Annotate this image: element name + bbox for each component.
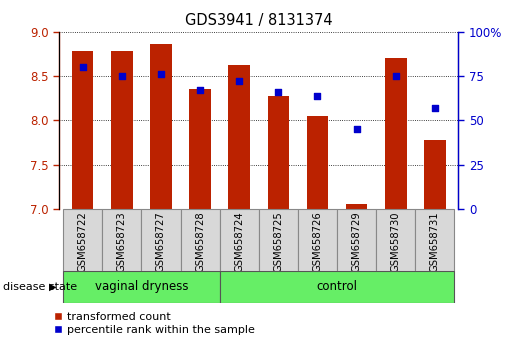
Text: GSM658724: GSM658724 bbox=[234, 211, 244, 272]
Text: GSM658726: GSM658726 bbox=[313, 211, 322, 272]
Point bbox=[391, 73, 400, 79]
Bar bbox=[142, 209, 181, 271]
Bar bbox=[102, 209, 142, 271]
Point bbox=[79, 64, 87, 70]
Point bbox=[352, 126, 360, 132]
Bar bbox=[111, 51, 132, 209]
Text: GSM658729: GSM658729 bbox=[352, 211, 362, 272]
Bar bbox=[63, 209, 102, 271]
Bar bbox=[259, 209, 298, 271]
Bar bbox=[307, 116, 328, 209]
Text: vaginal dryness: vaginal dryness bbox=[95, 280, 188, 293]
Text: GSM658725: GSM658725 bbox=[273, 211, 283, 272]
Point bbox=[196, 87, 204, 93]
Bar bbox=[376, 209, 415, 271]
Bar bbox=[181, 209, 220, 271]
Text: GSM658722: GSM658722 bbox=[78, 211, 88, 272]
Text: ▶: ▶ bbox=[49, 282, 57, 292]
Text: control: control bbox=[317, 280, 357, 293]
Text: GSM658728: GSM658728 bbox=[195, 211, 205, 272]
Bar bbox=[337, 209, 376, 271]
Bar bbox=[229, 65, 250, 209]
Text: GSM658731: GSM658731 bbox=[430, 211, 440, 272]
Text: GSM658727: GSM658727 bbox=[156, 211, 166, 272]
Bar bbox=[424, 140, 445, 209]
Bar bbox=[268, 97, 289, 209]
Bar bbox=[220, 209, 259, 271]
Text: GSM658730: GSM658730 bbox=[391, 211, 401, 272]
Bar bbox=[150, 44, 171, 209]
Bar bbox=[63, 271, 220, 303]
Title: GDS3941 / 8131374: GDS3941 / 8131374 bbox=[185, 13, 333, 28]
Bar bbox=[72, 51, 93, 209]
Bar bbox=[298, 209, 337, 271]
Bar bbox=[220, 271, 454, 303]
Bar bbox=[190, 90, 211, 209]
Point bbox=[235, 79, 244, 84]
Point bbox=[118, 73, 126, 79]
Point bbox=[431, 105, 439, 111]
Bar bbox=[385, 58, 406, 209]
Legend: transformed count, percentile rank within the sample: transformed count, percentile rank withi… bbox=[55, 312, 254, 335]
Bar bbox=[346, 205, 367, 209]
Point bbox=[313, 93, 321, 98]
Point bbox=[157, 72, 165, 77]
Bar bbox=[415, 209, 454, 271]
Point bbox=[274, 89, 282, 95]
Text: disease state: disease state bbox=[3, 282, 80, 292]
Text: GSM658723: GSM658723 bbox=[117, 211, 127, 272]
